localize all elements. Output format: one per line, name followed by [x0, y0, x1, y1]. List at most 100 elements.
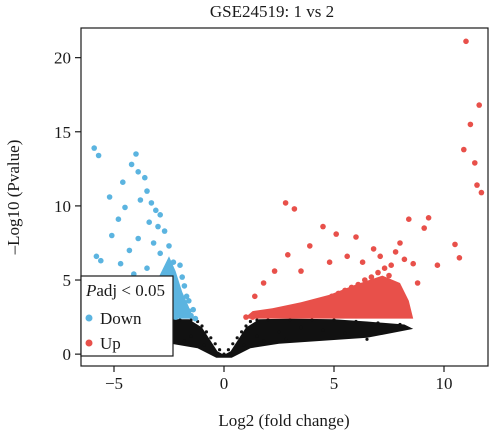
point-up — [461, 146, 467, 153]
point-down — [192, 315, 199, 322]
ns-point — [310, 318, 314, 322]
point-up — [452, 241, 458, 248]
x-tick-label: 5 — [330, 374, 339, 393]
point-down — [91, 145, 97, 151]
ns-point — [189, 334, 193, 338]
point-up — [298, 268, 304, 274]
ns-point — [284, 337, 288, 341]
point-down — [144, 188, 150, 194]
point-up — [456, 254, 463, 261]
legend-title-rest: adj < 0.05 — [96, 281, 165, 300]
ns-point — [365, 337, 369, 341]
up-dense-band — [243, 275, 414, 319]
point-down — [157, 250, 163, 257]
point-down — [166, 243, 172, 249]
ns-point — [213, 342, 217, 346]
ns-point — [266, 318, 270, 322]
point-up — [375, 269, 381, 276]
chart-title: GSE24519: 1 vs 2 — [210, 2, 334, 21]
point-up — [260, 280, 267, 286]
point-down — [135, 169, 141, 175]
point-up — [282, 200, 289, 206]
point-up — [353, 234, 359, 240]
point-down — [150, 240, 157, 246]
point-down — [109, 232, 115, 239]
x-tick-label: 10 — [436, 374, 453, 393]
ns-point — [209, 336, 213, 340]
point-down — [135, 235, 141, 242]
point-up — [421, 225, 428, 231]
point-up — [425, 215, 432, 221]
y-tick-label: 15 — [54, 123, 71, 142]
ns-points-cloud — [164, 318, 414, 358]
ns-point — [226, 348, 230, 352]
point-up — [388, 262, 395, 269]
legend-up-label: Up — [100, 334, 121, 353]
point-up — [463, 38, 469, 45]
point-up — [381, 265, 388, 272]
point-up — [326, 259, 333, 266]
ns-point — [343, 331, 347, 335]
point-up — [333, 231, 340, 237]
point-down — [144, 265, 150, 272]
ns-point — [222, 352, 226, 356]
point-up — [467, 121, 474, 128]
point-down — [190, 306, 196, 313]
ns-point — [299, 325, 303, 330]
ns-point — [189, 318, 193, 322]
point-up — [271, 268, 278, 274]
legend-box — [80, 275, 174, 357]
point-down — [179, 274, 185, 280]
ns-point — [204, 330, 208, 334]
point-up — [368, 274, 375, 280]
point-down — [181, 283, 188, 289]
point-up — [406, 216, 412, 222]
point-up — [285, 252, 291, 258]
y-tick-label: 5 — [63, 271, 72, 290]
point-up — [472, 160, 478, 166]
ns-point — [398, 322, 402, 327]
x-tick-label: −5 — [105, 374, 123, 393]
point-down — [133, 151, 139, 157]
legend-title-italic: P — [85, 281, 96, 300]
ns-point — [288, 318, 292, 322]
ns-point — [376, 321, 380, 325]
point-up — [397, 240, 403, 246]
point-down — [115, 216, 122, 222]
point-down — [155, 223, 161, 230]
point-down — [122, 204, 128, 211]
point-down — [117, 260, 124, 267]
y-axis-title: –Log10 (Pvalue) — [4, 140, 23, 256]
point-down — [106, 194, 113, 200]
ns-point — [231, 342, 235, 346]
ns-point — [200, 324, 204, 328]
x-tick-label: 0 — [220, 374, 229, 393]
y-tick-label: 20 — [54, 49, 71, 68]
ns-point — [178, 318, 182, 322]
point-up — [386, 272, 392, 279]
point-down — [146, 219, 152, 225]
ns-point — [277, 330, 281, 334]
point-down — [177, 262, 183, 269]
point-up — [359, 259, 366, 266]
point-up — [307, 243, 313, 249]
ns-point — [262, 339, 266, 343]
point-down — [95, 152, 102, 159]
ns-point — [240, 330, 244, 334]
point-up — [476, 102, 483, 108]
legend: Padj < 0.05 Down Up — [80, 275, 174, 357]
point-down — [148, 200, 155, 206]
point-up — [291, 206, 298, 212]
y-tick-label: 0 — [63, 345, 72, 364]
point-up — [252, 293, 258, 300]
legend-down-label: Down — [100, 309, 142, 328]
plot-frame — [80, 27, 489, 367]
point-down — [153, 207, 159, 214]
ns-point — [235, 336, 239, 340]
legend-up-marker — [85, 339, 93, 347]
legend-title: Padj < 0.05 — [85, 281, 165, 300]
ns-point — [242, 343, 246, 347]
ns-point — [332, 318, 336, 322]
